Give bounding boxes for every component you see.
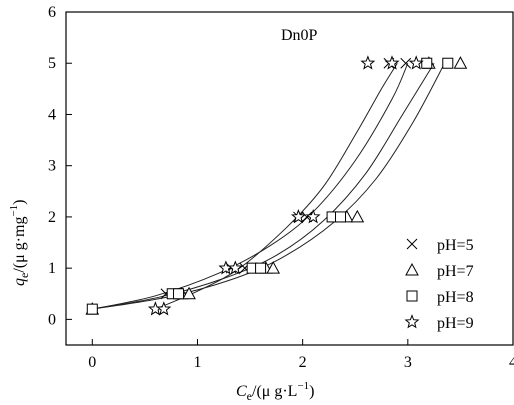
data-point-ph-8	[442, 57, 454, 69]
legend-label: pH=7	[437, 263, 474, 280]
y-tick-label: 0	[48, 311, 56, 328]
x-tick-label: 4	[509, 354, 514, 371]
data-point-ph-8	[421, 57, 433, 69]
fit-curve-ph-8	[92, 62, 435, 310]
data-point-ph-7	[350, 209, 365, 223]
data-point-ph-5	[400, 57, 412, 69]
data-point-ph-7	[266, 261, 281, 274]
y-tick-label: 1	[48, 260, 56, 277]
data-point-ph-9	[227, 260, 243, 275]
x-tick-label: 3	[404, 354, 412, 371]
y-tick-label: 4	[48, 106, 56, 123]
data-point-ph-7	[453, 56, 468, 69]
fit-curve-ph-5	[92, 63, 409, 310]
x-axis-title-sup: −1	[297, 380, 309, 392]
y-tick-label: 2	[48, 209, 56, 226]
y-axis-title-main: q	[11, 278, 28, 286]
x-axis-title-unit: /(μ g·L	[252, 383, 297, 400]
data-point-ph-8	[335, 211, 347, 223]
fit-curve-ph-9	[155, 62, 398, 310]
chart-title: Dn0P	[281, 27, 318, 44]
y-axis-title-sup: −1	[8, 205, 20, 217]
data-point-ph-9	[384, 55, 400, 70]
legend-label: pH=5	[437, 237, 474, 254]
y-axis-title-close: )	[11, 200, 28, 205]
fit-curves	[92, 62, 446, 310]
legend-marker-ph-5	[406, 238, 418, 250]
data-point-ph-9	[305, 209, 321, 224]
x-tick-label: 0	[88, 354, 96, 371]
legend-marker-ph-7	[405, 262, 419, 276]
legend-label: pH=8	[437, 289, 474, 306]
data-point-ph-9	[360, 55, 376, 70]
data-point-ph-7	[182, 286, 196, 300]
x-axis-title-main: C	[236, 383, 247, 400]
data-point-ph-8	[255, 262, 267, 274]
data-point-ph-9	[156, 301, 172, 316]
x-axis-title-sub: e	[247, 389, 252, 403]
legend-marker-ph-9	[404, 314, 420, 329]
y-tick-label: 3	[48, 158, 56, 175]
legend-marker-ph-8	[406, 290, 418, 302]
y-tick-label: 6	[48, 4, 56, 21]
y-axis-title: qe/(μ g·mg−1)	[8, 200, 31, 287]
data-point-ph-8	[86, 303, 98, 315]
data-point-ph-8	[173, 288, 185, 300]
x-axis-title-close: )	[309, 383, 314, 400]
plot-border	[65, 11, 514, 346]
data-point-ph-9	[408, 55, 424, 70]
x-tick-label: 2	[299, 354, 307, 371]
x-axis-title: Ce/(μ g·L−1)	[236, 380, 315, 403]
data-point-ph-9	[290, 209, 306, 224]
y-axis-title-unit: /(μ g·mg	[11, 217, 28, 273]
axis-ticks: 0 1 2 3 4 0 1 2 3 4 5 6	[48, 4, 514, 371]
legend: pH=5 pH=7 pH=8 pH=9	[404, 237, 474, 332]
y-tick-label: 5	[48, 55, 56, 72]
legend-label: pH=9	[437, 315, 474, 332]
x-tick-label: 1	[193, 354, 201, 371]
data-markers	[85, 55, 468, 316]
plot-frame	[65, 11, 514, 346]
y-axis-title-sub: e	[17, 273, 31, 278]
